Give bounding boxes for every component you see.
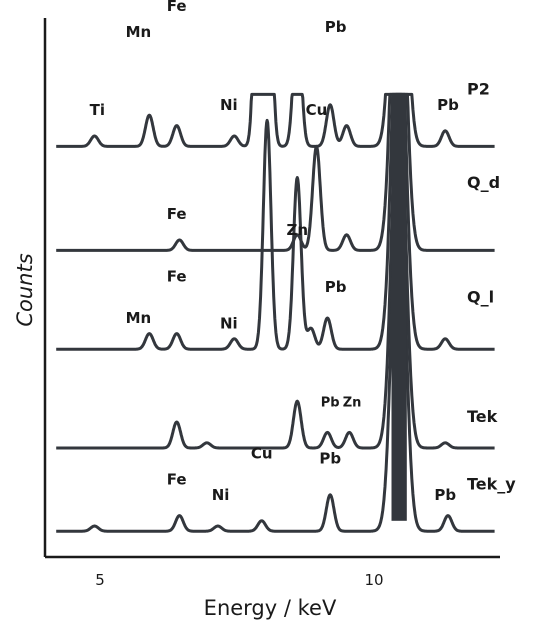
spectrum-line-tek-y	[55, 139, 496, 533]
series-name-tek-y: Tek_y	[467, 475, 516, 494]
peak-label-cu: Cu	[251, 444, 273, 462]
peak-label-pb: Pb	[321, 395, 340, 410]
spectrum-line-q-d	[55, 92, 496, 252]
spectrum-line-q-l	[55, 92, 496, 351]
x-tick-label: 10	[364, 571, 383, 589]
peak-label-pb: Pb	[325, 18, 347, 36]
peak-label-zn: Zn	[343, 395, 362, 410]
peak-label-pb: Pb	[319, 450, 341, 468]
series-names: P2 Q_d Q_l Tek Tek_y	[467, 79, 516, 493]
series-name-tek: Tek	[467, 407, 498, 426]
y-axis-title: Counts	[13, 253, 37, 326]
peak-label-fe: Fe	[167, 470, 187, 488]
peak-label-cu: Cu	[306, 101, 328, 119]
plot-area	[55, 92, 496, 533]
x-tick-labels: 5 10	[95, 571, 383, 589]
peak-labels: TiMnFeNiCuZnPbPbPbFeCuMnFeNiZnPbPbZnFeNi…	[90, 0, 460, 504]
peak-label-pb: Pb	[434, 486, 456, 504]
peak-label-fe: Fe	[167, 205, 187, 223]
series-name-p2: P2	[467, 79, 490, 98]
peak-label-pb: Pb	[437, 96, 459, 114]
x-axis-title: Energy / keV	[204, 596, 337, 620]
spectrum-line-p2	[55, 92, 496, 148]
peak-label-fe: Fe	[167, 0, 187, 15]
peak-label-ni: Ni	[220, 314, 238, 332]
peak-label-ti: Ti	[90, 101, 105, 119]
peak-label-zn: Zn	[287, 221, 309, 239]
pb-peak-block	[391, 94, 407, 521]
peak-label-ni: Ni	[220, 96, 238, 114]
series-name-q-d: Q_d	[467, 173, 500, 192]
peak-label-mn: Mn	[126, 23, 152, 41]
spectrum-line-tek	[55, 92, 496, 450]
x-tick-label: 5	[95, 571, 105, 589]
peak-label-fe: Fe	[167, 268, 187, 286]
peak-label-pb: Pb	[325, 278, 347, 296]
peak-label-ni: Ni	[212, 486, 230, 504]
peak-label-mn: Mn	[126, 309, 152, 327]
series-name-q-l: Q_l	[467, 287, 494, 306]
